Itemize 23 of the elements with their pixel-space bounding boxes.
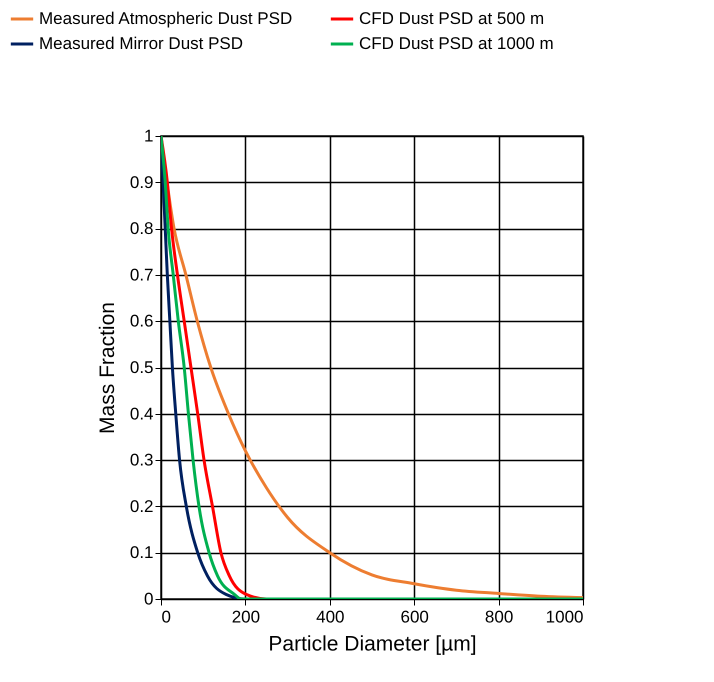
legend-label: CFD Dust PSD at 500 m bbox=[359, 9, 544, 28]
y-tick-label: 0.1 bbox=[130, 543, 154, 562]
x-tick-label: 0 bbox=[162, 608, 171, 626]
legend-label: Measured Atmospheric Dust PSD bbox=[39, 9, 292, 28]
x-tick-label: 400 bbox=[316, 608, 344, 626]
x-tick-label: 600 bbox=[400, 608, 429, 626]
x-axis-title: Particle Diameter [µm] bbox=[268, 632, 477, 656]
legend-label: CFD Dust PSD at 1000 m bbox=[359, 34, 554, 53]
y-tick-label: 0.9 bbox=[130, 172, 154, 192]
y-tick-label: 0.2 bbox=[130, 496, 154, 516]
y-tick-label: 0.6 bbox=[130, 312, 154, 331]
y-tick-label: 0.4 bbox=[130, 404, 154, 424]
y-tick-label: 0.3 bbox=[130, 450, 154, 470]
y-axis-title: Mass Fraction bbox=[96, 302, 119, 434]
x-tick-label: 800 bbox=[484, 608, 514, 626]
y-tick-label: 0.7 bbox=[130, 265, 154, 284]
x-tick-label: 200 bbox=[232, 608, 260, 626]
y-tick-label: 1 bbox=[144, 126, 154, 146]
x-tick-label: 1000 bbox=[546, 608, 584, 626]
y-tick-label: 0.5 bbox=[130, 358, 154, 377]
y-tick-label: 0.8 bbox=[130, 219, 154, 238]
legend-label: Measured Mirror Dust PSD bbox=[39, 34, 244, 53]
y-tick-label: 0 bbox=[144, 590, 154, 608]
